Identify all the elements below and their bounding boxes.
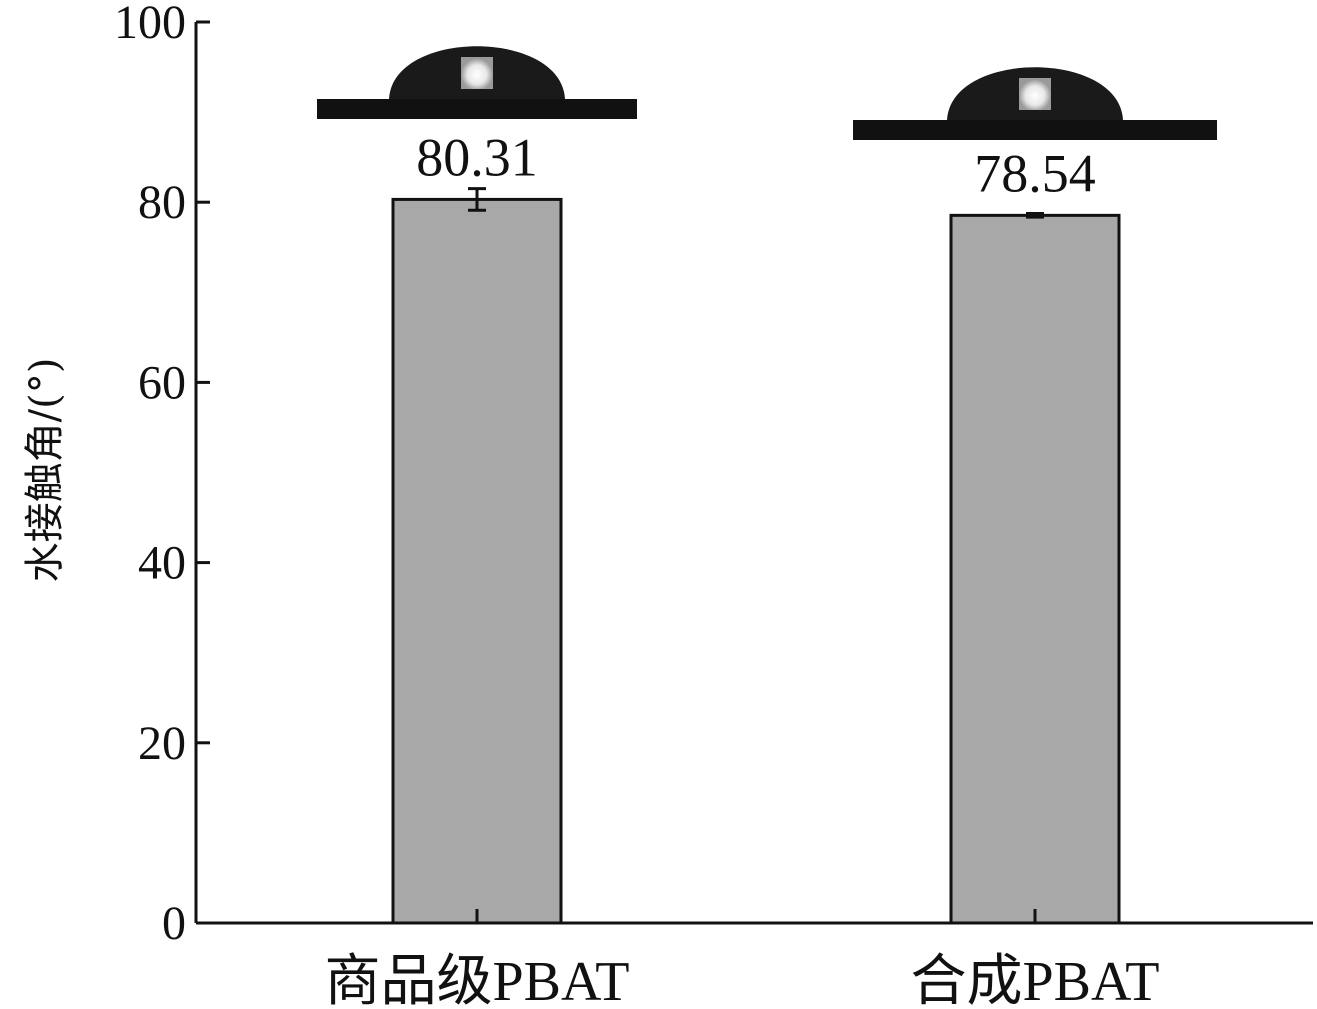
y-tick-label: 40 [138,537,186,590]
droplet-photo-inset [853,67,1217,140]
bar-value-label: 80.31 [416,127,538,187]
bar-series: 80.31 78.54 [391,127,1121,925]
y-axis-title: 水接触角/(°) [22,358,68,583]
droplet-photo-inset [317,46,637,119]
bar [391,197,563,925]
droplet-highlight [461,57,493,89]
substrate [853,120,1217,140]
y-tick-label: 80 [138,176,186,229]
bar-value-label: 78.54 [974,143,1096,203]
y-tick-label: 20 [138,717,186,770]
bar [949,213,1121,925]
y-axis-ticks: 0 20 40 60 80 100 [114,0,210,950]
y-tick-label: 60 [138,356,186,409]
y-tick-label: 100 [114,0,186,49]
droplet-highlight [1019,78,1051,110]
x-category-label: 商品级PBAT [325,951,630,1009]
x-axis-labels: 商品级PBAT 合成PBAT [325,951,1160,1009]
x-category-label: 合成PBAT [911,951,1160,1009]
droplet-insets [317,46,1217,140]
substrate [317,99,637,119]
y-tick-label: 0 [162,897,186,950]
